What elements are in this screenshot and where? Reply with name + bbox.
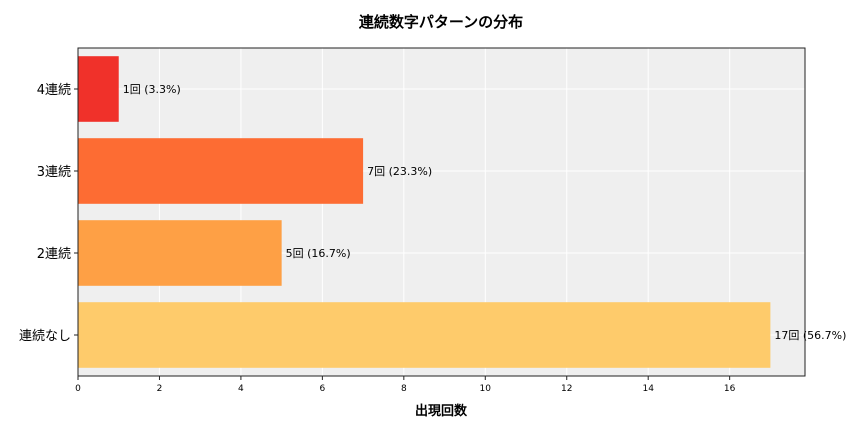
bars	[78, 56, 771, 368]
bar	[78, 302, 771, 368]
data-label: 5回 (16.7%)	[286, 247, 351, 260]
x-tick-label: 8	[401, 384, 407, 394]
x-tick-label: 2	[157, 384, 163, 394]
x-tick-label: 0	[75, 384, 81, 394]
data-label: 1回 (3.3%)	[123, 83, 181, 96]
y-tick-label: 4連続	[37, 83, 71, 98]
x-axis-ticks: 0 2 4 6 8 10 12 14 16	[75, 376, 736, 394]
data-label: 7回 (23.3%)	[367, 165, 432, 178]
y-tick-label: 2連続	[37, 247, 71, 262]
x-tick-label: 14	[642, 384, 654, 394]
bar	[78, 56, 119, 122]
x-tick-label: 6	[320, 384, 326, 394]
bar	[78, 138, 364, 204]
data-label: 17回 (56.7%)	[774, 329, 846, 342]
y-axis-labels: 連続なし 2連続 3連続 4連続	[19, 83, 78, 344]
y-tick-label: 3連続	[37, 165, 71, 180]
x-tick-label: 16	[724, 384, 736, 394]
chart-title: 連続数字パターンの分布	[359, 13, 523, 31]
x-tick-label: 10	[480, 384, 492, 394]
y-tick-label: 連続なし	[19, 329, 71, 344]
x-tick-label: 4	[238, 384, 244, 394]
plot-frame	[77, 47, 806, 377]
x-tick-label: 12	[561, 384, 572, 394]
data-labels: 17回 (56.7%) 5回 (16.7%) 7回 (23.3%) 1回 (3.3%)	[123, 83, 847, 342]
bar	[78, 220, 282, 286]
x-axis-label: 出現回数	[415, 403, 468, 419]
